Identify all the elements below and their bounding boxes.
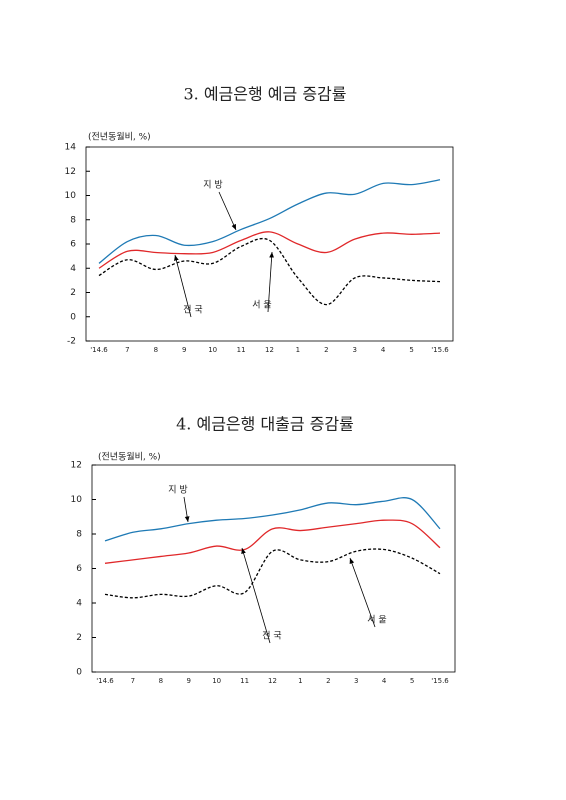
series-line — [104, 519, 441, 564]
x-tick-label: 4 — [382, 677, 387, 685]
x-tick-label: 5 — [410, 677, 414, 685]
series-line — [98, 237, 441, 306]
series-label: 전 국 — [183, 305, 202, 316]
x-tick-label: '14.6 — [96, 677, 114, 685]
x-tick-label: 9 — [182, 346, 186, 354]
y-tick-label: 12 — [71, 461, 82, 471]
y-tick-label: 6 — [70, 240, 76, 250]
series-line — [98, 179, 441, 264]
y-tick-label: 2 — [70, 288, 76, 298]
series-label: 서 울 — [252, 300, 271, 311]
y-tick-label: 2 — [76, 633, 82, 643]
x-tick-label: 5 — [409, 346, 413, 354]
annotation-arrow — [241, 547, 271, 644]
x-tick-label: 3 — [353, 346, 357, 354]
annotation-arrow — [267, 251, 275, 313]
x-tick-label: '15.6 — [431, 677, 449, 685]
annotation-arrow — [218, 191, 237, 231]
annotation-arrow — [349, 557, 376, 628]
plot-frame — [85, 146, 454, 342]
y-tick-label: 0 — [76, 668, 82, 678]
x-tick-label: 10 — [212, 677, 221, 685]
series-line — [104, 548, 441, 599]
chart-title: 3. 예금은행 예금 증감률 — [183, 85, 346, 104]
x-tick-label: 11 — [237, 346, 246, 354]
series-line — [104, 497, 441, 542]
series-label: 지 방 — [203, 180, 222, 191]
y-tick-label: 4 — [70, 264, 76, 274]
x-tick-label: 7 — [125, 346, 129, 354]
x-tick-label: 8 — [154, 346, 158, 354]
chart-title: 4. 예금은행 대출금 증감률 — [176, 415, 354, 434]
series-label: 지 방 — [168, 485, 187, 496]
y-tick-label: 6 — [76, 564, 82, 574]
series-label: 전 국 — [262, 631, 281, 642]
y-tick-label: -2 — [67, 337, 76, 347]
x-tick-label: '14.6 — [90, 346, 108, 354]
annotation-arrow — [183, 496, 190, 523]
x-tick-label: 11 — [240, 677, 249, 685]
y-tick-label: 10 — [65, 191, 77, 201]
x-tick-label: 2 — [326, 677, 330, 685]
y-tick-label: 8 — [70, 215, 76, 225]
x-tick-label: 12 — [265, 346, 274, 354]
series-line — [98, 231, 441, 269]
y-tick-label: 14 — [65, 143, 77, 153]
y-tick-label: 12 — [65, 167, 76, 177]
x-tick-label: 3 — [354, 677, 358, 685]
annotation-arrow — [174, 254, 192, 318]
x-tick-label: 10 — [208, 346, 217, 354]
y-axis-unit: (전년동월비, %) — [88, 131, 151, 143]
y-axis-unit: (전년동월비, %) — [98, 451, 161, 463]
x-tick-label: 1 — [298, 677, 302, 685]
x-tick-label: '15.6 — [431, 346, 449, 354]
series-label: 서 울 — [367, 615, 386, 626]
x-tick-label: 9 — [187, 677, 191, 685]
x-tick-label: 12 — [268, 677, 277, 685]
x-tick-label: 8 — [159, 677, 163, 685]
x-tick-label: 2 — [324, 346, 328, 354]
y-tick-label: 8 — [76, 530, 82, 540]
y-tick-label: 0 — [70, 312, 76, 322]
y-tick-label: 4 — [76, 599, 82, 609]
x-tick-label: 1 — [296, 346, 300, 354]
y-tick-label: 10 — [71, 495, 83, 505]
x-tick-label: 7 — [131, 677, 135, 685]
x-tick-label: 4 — [381, 346, 386, 354]
